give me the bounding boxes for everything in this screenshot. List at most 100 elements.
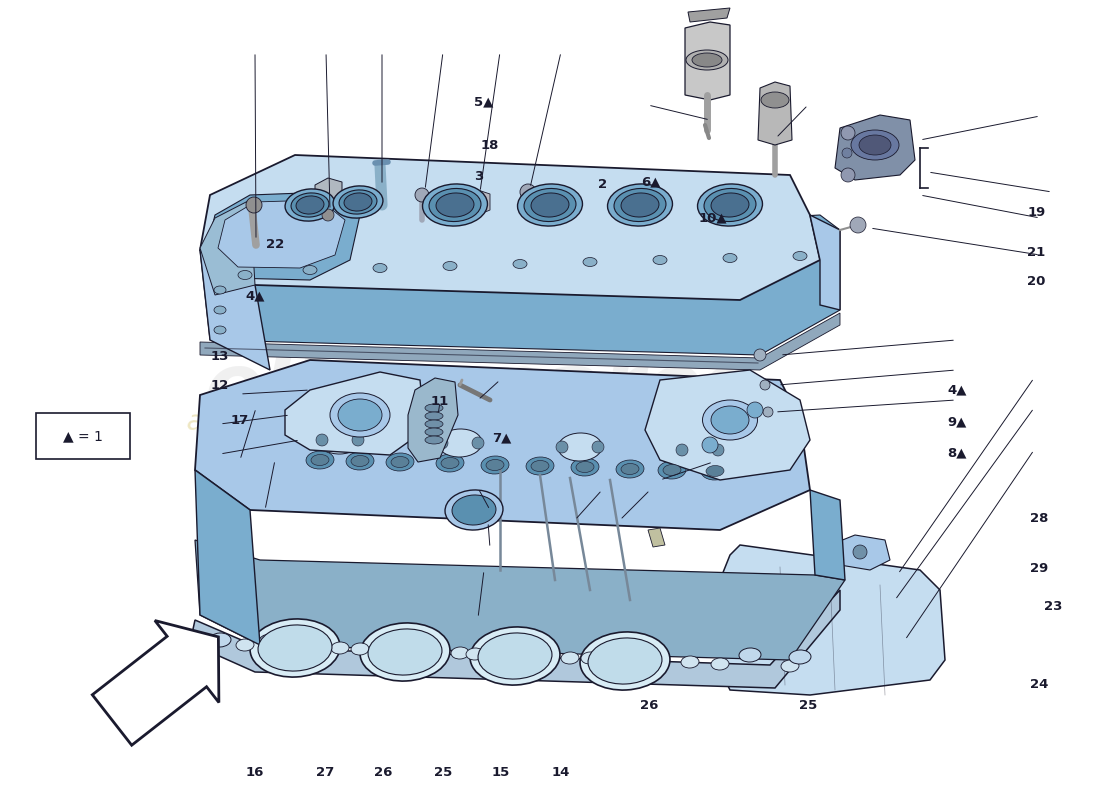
Polygon shape <box>810 490 845 580</box>
Ellipse shape <box>425 436 443 444</box>
Ellipse shape <box>681 656 698 668</box>
Ellipse shape <box>214 326 225 334</box>
Circle shape <box>842 148 852 158</box>
Ellipse shape <box>425 420 443 428</box>
Circle shape <box>712 444 724 456</box>
Ellipse shape <box>302 266 317 274</box>
Ellipse shape <box>531 461 549 471</box>
Text: 26: 26 <box>374 766 392 778</box>
Circle shape <box>246 197 262 213</box>
Ellipse shape <box>658 461 686 479</box>
Circle shape <box>352 434 364 446</box>
Polygon shape <box>200 155 820 300</box>
Circle shape <box>676 444 688 456</box>
Ellipse shape <box>789 650 811 664</box>
Text: 21: 21 <box>1027 246 1045 258</box>
Polygon shape <box>200 313 840 370</box>
Ellipse shape <box>425 404 443 412</box>
Polygon shape <box>720 545 945 695</box>
Polygon shape <box>200 200 255 295</box>
Text: 6▲: 6▲ <box>641 176 661 189</box>
Ellipse shape <box>338 399 382 431</box>
Ellipse shape <box>697 184 762 226</box>
Polygon shape <box>688 8 730 22</box>
Ellipse shape <box>663 465 681 475</box>
Ellipse shape <box>311 454 329 466</box>
Polygon shape <box>205 192 360 280</box>
Polygon shape <box>195 470 260 645</box>
Ellipse shape <box>258 634 280 648</box>
Text: 12: 12 <box>211 379 229 392</box>
Ellipse shape <box>621 193 659 217</box>
Ellipse shape <box>436 193 474 217</box>
Ellipse shape <box>653 255 667 265</box>
Ellipse shape <box>368 629 442 675</box>
Ellipse shape <box>466 648 484 660</box>
Ellipse shape <box>704 189 756 222</box>
Polygon shape <box>195 360 810 530</box>
Circle shape <box>702 437 718 453</box>
Polygon shape <box>408 378 458 462</box>
Ellipse shape <box>614 189 666 222</box>
Ellipse shape <box>793 251 807 261</box>
Text: 23: 23 <box>1044 600 1061 613</box>
Ellipse shape <box>478 633 552 679</box>
Polygon shape <box>200 250 270 370</box>
Circle shape <box>763 407 773 417</box>
Ellipse shape <box>214 286 225 294</box>
Text: 24: 24 <box>1031 678 1048 690</box>
Ellipse shape <box>761 92 789 108</box>
Ellipse shape <box>351 643 369 655</box>
Ellipse shape <box>739 648 761 662</box>
Ellipse shape <box>616 460 644 478</box>
Ellipse shape <box>209 633 231 647</box>
Ellipse shape <box>711 406 749 434</box>
Ellipse shape <box>517 184 583 226</box>
Polygon shape <box>315 178 342 208</box>
Ellipse shape <box>292 193 329 217</box>
Text: 18: 18 <box>481 139 498 152</box>
Ellipse shape <box>711 658 729 670</box>
Ellipse shape <box>701 462 729 480</box>
Text: 17: 17 <box>231 414 249 426</box>
Ellipse shape <box>238 270 252 279</box>
Circle shape <box>842 168 855 182</box>
Text: 11: 11 <box>431 395 449 408</box>
Text: 9▲: 9▲ <box>947 416 967 429</box>
Ellipse shape <box>588 638 662 684</box>
Ellipse shape <box>607 184 672 226</box>
Ellipse shape <box>558 433 602 461</box>
Polygon shape <box>810 215 840 310</box>
Text: 29: 29 <box>1031 562 1048 574</box>
Ellipse shape <box>526 457 554 475</box>
Ellipse shape <box>561 652 579 664</box>
Text: 15: 15 <box>492 766 509 778</box>
Ellipse shape <box>285 189 334 221</box>
Polygon shape <box>190 590 840 688</box>
Ellipse shape <box>346 452 374 470</box>
Circle shape <box>316 434 328 446</box>
Circle shape <box>760 380 770 390</box>
Circle shape <box>556 441 568 453</box>
Text: 28: 28 <box>1031 512 1048 525</box>
Polygon shape <box>685 22 730 100</box>
Circle shape <box>472 437 484 449</box>
Text: 5▲: 5▲ <box>474 96 494 109</box>
Polygon shape <box>835 115 915 180</box>
Ellipse shape <box>851 130 899 160</box>
Text: 4▲: 4▲ <box>245 290 265 302</box>
FancyBboxPatch shape <box>36 413 130 459</box>
Ellipse shape <box>443 262 456 270</box>
Ellipse shape <box>438 429 482 457</box>
Ellipse shape <box>859 135 891 155</box>
Ellipse shape <box>422 184 487 226</box>
Ellipse shape <box>446 490 503 530</box>
Ellipse shape <box>351 455 369 466</box>
Circle shape <box>747 402 763 418</box>
Ellipse shape <box>236 639 254 651</box>
Ellipse shape <box>436 454 464 472</box>
Ellipse shape <box>711 193 749 217</box>
Text: 7▲: 7▲ <box>492 432 512 445</box>
Text: 19: 19 <box>1027 206 1045 218</box>
Ellipse shape <box>524 189 576 222</box>
